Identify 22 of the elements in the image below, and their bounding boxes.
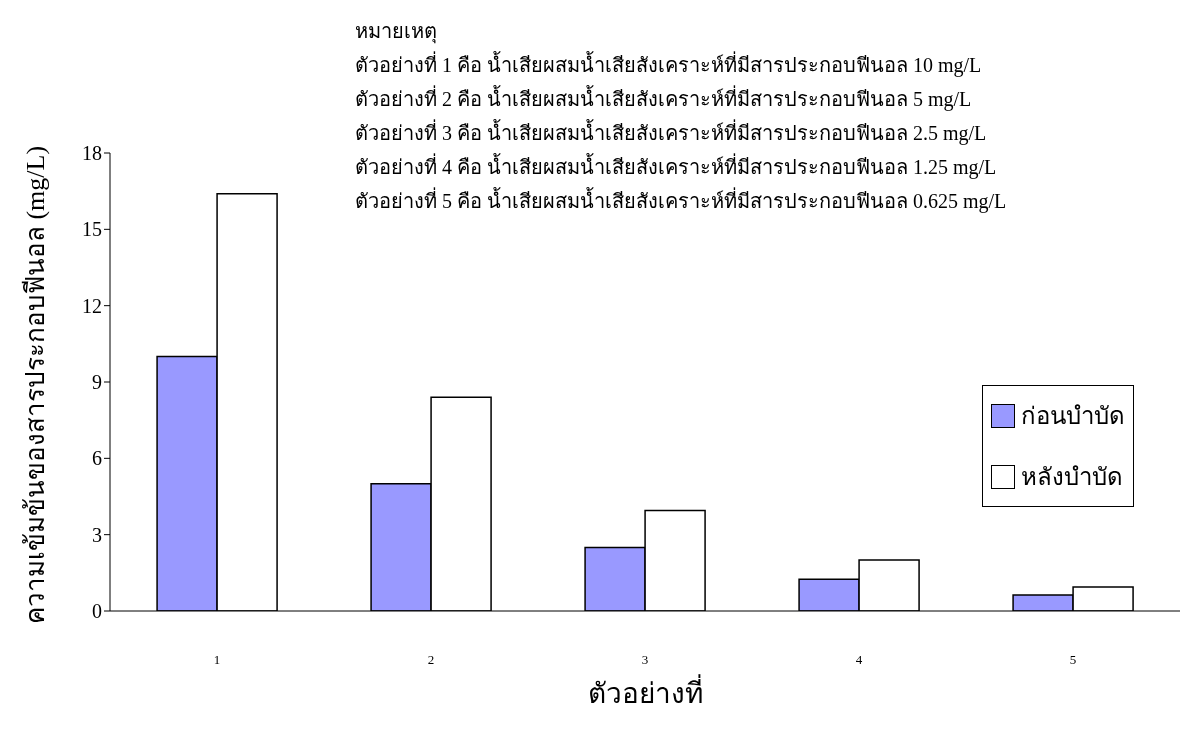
y-tick-label: 0 — [92, 600, 102, 623]
annotation: ตัวอย่างที่ 5 คือ น้ำเสียผสมน้ำเสียสังเคราะห์ที่มีสารประกอบฟีนอล 0.625 mg/L — [355, 186, 1007, 215]
text: หมายเหตุ — [355, 19, 438, 46]
x-tick-label: 5 — [1069, 652, 1077, 668]
x-tick-label: 3 — [641, 652, 649, 668]
text: ตัวอย่างที่ 1 คือ น้ำเสียผสมน้ำเสียสังเคราะห์ที่มีสารประกอบฟีนอล 10 mg/L — [355, 50, 983, 79]
y-tick-label: 9 — [92, 371, 102, 394]
x-tick-label: 4 — [855, 652, 863, 668]
x-axis-title: ตัวอย่างที่ — [587, 674, 703, 709]
text: ตัวอย่างที่ 2 คือ น้ำเสียผสมน้ำเสียสังเคราะห์ที่มีสารประกอบฟีนอล 5 mg/L — [355, 84, 973, 113]
legend-label: ก่อนบำบัด — [1021, 402, 1125, 431]
y-axis-title: ความเข้มข้นของสารประกอบฟีนอล (mg/L) — [19, 145, 51, 625]
y-tick-label: 6 — [92, 447, 102, 470]
x-tick-label: 2 — [427, 652, 435, 668]
y-tick-label: 3 — [92, 523, 102, 546]
y-tick-label: 18 — [82, 142, 102, 165]
text: ตัวอย่างที่ 3 คือ น้ำเสียผสมน้ำเสียสังเคราะห์ที่มีสารประกอบฟีนอล 2.5 mg/L — [355, 118, 988, 147]
y-tick-label: 15 — [82, 218, 102, 241]
legend-label: หลังบำบัด — [1021, 463, 1123, 492]
y-tick-label: 12 — [82, 294, 102, 317]
x-tick-label: 1 — [213, 652, 221, 668]
annotation: ตัวอย่างที่ 4 คือ น้ำเสียผสมน้ำเสียสังเคราะห์ที่มีสารประกอบฟีนอล 1.25 mg/L — [355, 152, 998, 181]
